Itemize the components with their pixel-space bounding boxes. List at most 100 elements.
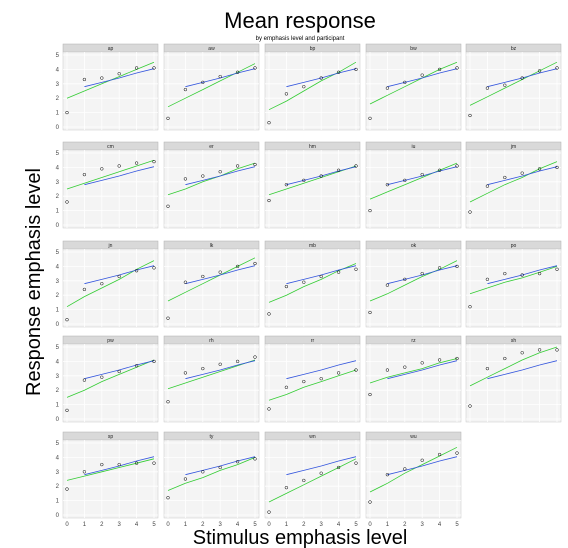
panel-strip-label: pw (107, 338, 114, 344)
panel-plot-area (264, 439, 361, 519)
x-tick-label: 4 (135, 522, 139, 528)
reference-line (387, 360, 458, 380)
data-point (201, 274, 205, 279)
panel-plot-area (62, 51, 159, 131)
data-point (100, 282, 104, 286)
data-point (134, 66, 139, 70)
chart-title: Mean response (224, 8, 376, 33)
data-point (152, 359, 156, 364)
panel-plot-area (62, 149, 159, 229)
y-tick-label: 3 (56, 279, 60, 285)
data-point (537, 69, 542, 73)
data-point (420, 172, 424, 177)
data-point (267, 198, 271, 203)
x-tick-label: 1 (285, 522, 289, 528)
data-point (65, 318, 69, 322)
data-point (455, 356, 459, 361)
data-point (117, 164, 121, 168)
data-point (82, 470, 87, 474)
data-point (218, 170, 222, 174)
data-point (368, 310, 372, 315)
data-point (455, 66, 459, 70)
x-tick-label: 3 (219, 522, 223, 528)
data-point (253, 457, 257, 461)
data-point (253, 355, 257, 359)
data-point (420, 271, 424, 276)
y-tick-label: 1 (56, 111, 60, 117)
x-tick-label: 3 (118, 522, 122, 528)
data-point (253, 162, 257, 167)
data-point (166, 316, 170, 320)
data-point (134, 364, 139, 368)
x-tick-label: 4 (236, 522, 240, 528)
data-point (152, 66, 156, 70)
panel-strip-label: rz (411, 338, 416, 344)
data-point (354, 267, 358, 271)
data-point (437, 266, 442, 270)
fit-line (66, 159, 155, 190)
data-point (218, 465, 222, 470)
y-tick-label: 5 (56, 345, 60, 351)
data-point (218, 362, 222, 366)
data-point (166, 400, 170, 404)
y-tick-label: 2 (56, 484, 60, 490)
y-tick-label: 2 (56, 388, 60, 394)
x-tick-label: 0 (267, 522, 271, 528)
data-point (284, 183, 289, 187)
reference-line (387, 456, 458, 476)
data-point (555, 267, 559, 271)
y-tick-label: 2 (56, 293, 60, 299)
panel-lk: lk (163, 240, 260, 328)
data-point (403, 178, 407, 183)
data-point (368, 208, 372, 213)
data-point (485, 184, 490, 188)
x-tick-label: 2 (201, 522, 205, 528)
panel-iu: iu (365, 141, 462, 229)
y-tick-label: 3 (56, 470, 60, 476)
panel-plot-area (163, 51, 260, 131)
panel-strip-label: rh (209, 338, 214, 344)
data-point (555, 66, 559, 70)
x-tick-label: 1 (184, 522, 188, 528)
data-point (336, 465, 341, 470)
x-tick-label: 4 (337, 522, 341, 528)
data-point (555, 165, 559, 170)
data-point (117, 369, 121, 374)
data-point (166, 204, 170, 208)
panel-plot-area (264, 149, 361, 229)
panel-bp: bp (264, 43, 361, 131)
panel-strip-label: sp (108, 434, 114, 440)
data-point (82, 77, 87, 82)
y-tick-label: 0 (56, 223, 60, 229)
data-point (385, 283, 390, 287)
panel-plot-area (465, 248, 562, 328)
data-point (336, 168, 341, 172)
data-point (201, 80, 205, 85)
data-point (183, 280, 188, 284)
panel-strip-label: cm (107, 144, 114, 150)
reference-line (487, 166, 558, 186)
data-point (183, 87, 188, 92)
y-tick-label: 0 (56, 513, 60, 519)
data-point (319, 377, 323, 381)
x-tick-label: 5 (253, 522, 257, 528)
data-point (520, 351, 524, 355)
y-tick-label: 1 (56, 209, 60, 215)
data-point (485, 86, 490, 90)
data-point (166, 116, 170, 121)
data-point (503, 175, 507, 180)
data-point (152, 159, 156, 164)
data-point (82, 378, 87, 382)
data-point (100, 375, 104, 379)
data-point (354, 368, 358, 372)
y-tick-label: 5 (56, 250, 60, 256)
panel-plot-area (62, 248, 159, 328)
fit-line (268, 61, 357, 111)
data-point (403, 467, 407, 471)
data-point (368, 500, 372, 504)
panel-plot-area (365, 248, 462, 328)
fit-line (66, 458, 155, 481)
data-point (503, 356, 507, 361)
data-point (100, 462, 104, 467)
reference-line (286, 68, 357, 88)
